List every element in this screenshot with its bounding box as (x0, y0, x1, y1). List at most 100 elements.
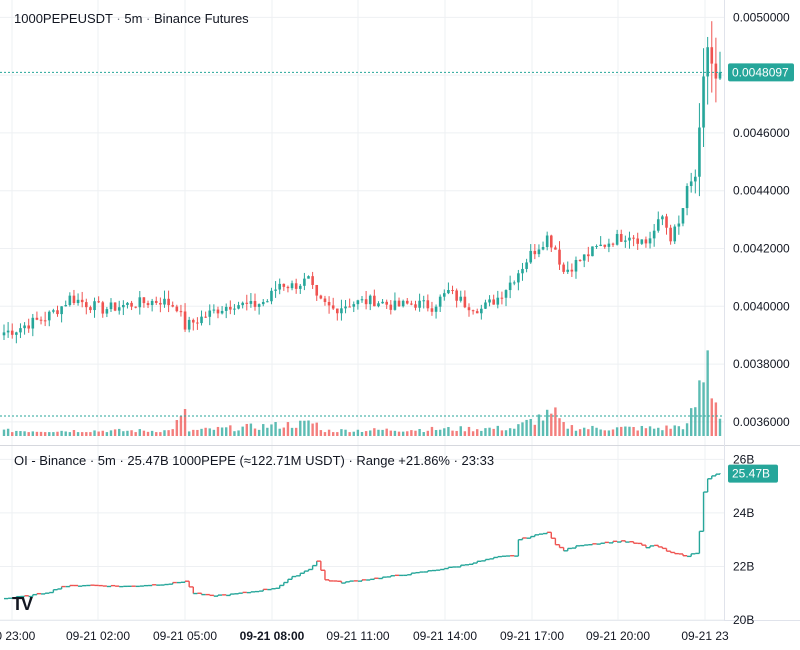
candle-body (167, 298, 170, 306)
candle-body (89, 307, 92, 311)
volume-bar (2, 429, 6, 436)
candle-body (360, 299, 364, 301)
price-axis[interactable]: 0.00500000.00480000.00460000.00440000.00… (728, 10, 794, 627)
candle-body (282, 283, 286, 287)
candle-body (426, 300, 430, 309)
volume-bar (422, 432, 425, 436)
candle-body (677, 223, 681, 227)
candle-body (710, 47, 714, 64)
candle-body (467, 307, 471, 311)
candle-body (237, 305, 240, 309)
candle-body (138, 297, 142, 308)
candle-body (97, 301, 100, 303)
volume-bar (212, 429, 216, 436)
candle-body (541, 247, 545, 250)
volume-bar (628, 426, 631, 436)
chart-title[interactable]: 1000PEPEUSDT · 5m · Binance Futures (14, 11, 249, 26)
volume-bar (599, 429, 602, 436)
candle-body (286, 286, 290, 289)
oi-last-value-tag (728, 464, 778, 483)
candle-body (603, 244, 607, 247)
candle-body (134, 306, 137, 308)
candle-body (442, 293, 446, 297)
volume-bar (200, 428, 203, 436)
candle-body (438, 296, 442, 307)
volume-bar (648, 426, 652, 436)
volume-bar (455, 430, 458, 436)
volume-bar (508, 428, 512, 436)
volume-bar (311, 423, 314, 436)
price-candles[interactable] (0, 21, 724, 417)
volume-bar (459, 426, 462, 436)
candle-body (84, 302, 88, 308)
volume-bar (142, 430, 146, 436)
volume-bar (113, 429, 117, 436)
candle-body (558, 249, 561, 265)
candle-body (689, 181, 693, 187)
candle-body (303, 278, 306, 286)
candle-body (191, 319, 195, 323)
candle-body (648, 238, 652, 244)
candle-body (294, 283, 298, 289)
candle-body (64, 305, 68, 307)
candle-body (105, 309, 109, 314)
candle-body (23, 325, 26, 329)
oi-line[interactable] (4, 473, 721, 600)
volume-bar (237, 430, 240, 436)
interval-label[interactable]: 5m (124, 11, 143, 26)
volume-bar (447, 427, 450, 436)
volume-bar (434, 430, 438, 436)
grid-lines (0, 0, 800, 621)
volume-bar (685, 423, 689, 436)
candle-body (76, 299, 80, 304)
time-tick-label: 09-21 02:00 (66, 629, 130, 643)
volume-bar (611, 429, 615, 436)
candle-body (245, 302, 249, 304)
symbol-label[interactable]: 1000PEPEUSDT (14, 11, 113, 26)
volume-bar (714, 402, 718, 436)
candle-body (6, 330, 10, 333)
time-tick-label: 09-21 05:00 (153, 629, 217, 643)
tradingview-logo-icon[interactable]: TV (12, 594, 33, 614)
volume-bar (665, 425, 668, 436)
oi-tick-label: 22B (733, 559, 754, 573)
volume-bar (410, 430, 413, 436)
time-tick-label: 09-21 23 (681, 629, 729, 643)
candle-body (537, 249, 541, 255)
candle-body (224, 306, 228, 311)
volume-bar (19, 431, 22, 436)
oi-last-value-label: 25.47B (732, 467, 770, 481)
candle-body (694, 176, 697, 182)
candle-body (274, 289, 277, 291)
volume-bar (438, 429, 442, 436)
candle-body (401, 300, 405, 307)
time-axis[interactable]: 20 23:00 09-21 02:00 09-21 05:00 09-21 08:0… (0, 629, 729, 643)
candle-body (229, 306, 232, 310)
candle-body (35, 317, 39, 320)
volume-bar (245, 423, 248, 436)
volume-bar (64, 431, 67, 436)
volume-bar (187, 431, 191, 436)
candle-body (434, 306, 438, 312)
volume-bar (640, 425, 644, 436)
volume-bar (48, 432, 51, 436)
candle-body (43, 320, 47, 322)
volume-bar (587, 429, 590, 436)
volume-bar (253, 428, 257, 436)
candle-body (278, 283, 282, 290)
candle-body (163, 298, 166, 305)
candle-body (348, 306, 351, 308)
volume-bar (500, 430, 504, 436)
volume-bar (385, 428, 388, 436)
price-tick-label: 0.0036000 (733, 415, 790, 429)
candle-body (447, 289, 450, 294)
volume-bar (220, 427, 224, 436)
oi-indicator-title[interactable]: OI - Binance · 5m · 25.47B 1000PEPE (≈12… (14, 453, 495, 468)
candle-body (562, 264, 565, 272)
volume-bar (241, 426, 244, 436)
volume-bar (101, 430, 104, 436)
candle-body (706, 47, 709, 77)
candle-body (154, 300, 158, 303)
volume-bar (286, 422, 290, 436)
volume-bar (336, 432, 339, 436)
